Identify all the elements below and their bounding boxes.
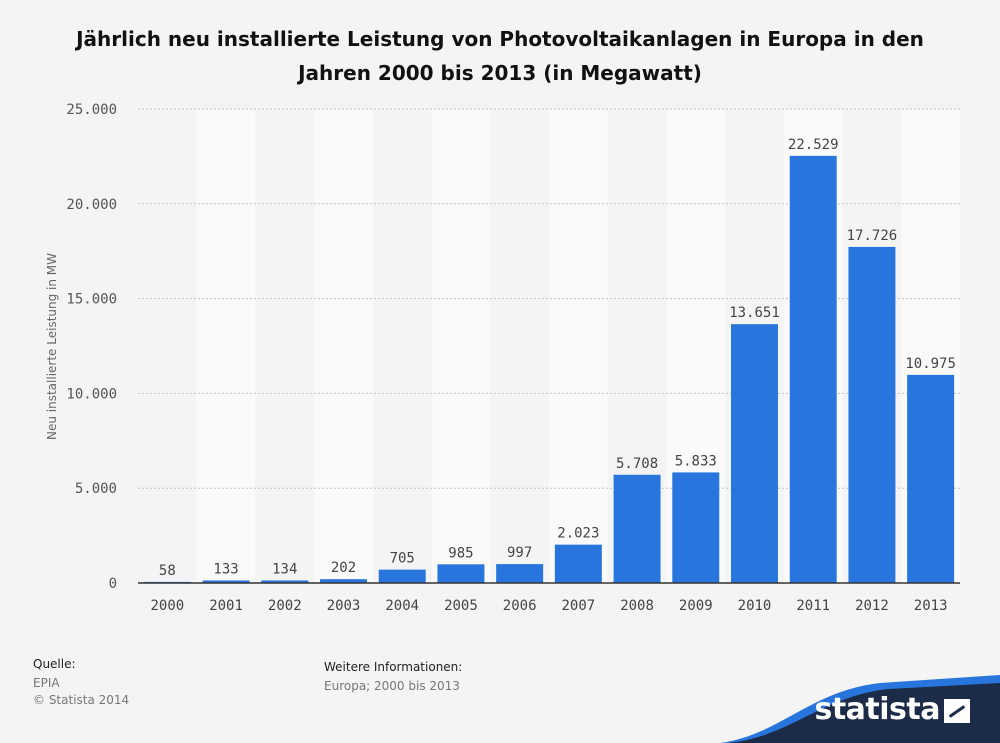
y-tick-label: 0 bbox=[109, 576, 117, 592]
y-tick-label: 15.000 bbox=[66, 292, 117, 308]
bar-2007 bbox=[554, 544, 602, 583]
info-heading: Weitere Informationen: bbox=[324, 660, 463, 674]
bar-2009 bbox=[672, 472, 720, 583]
bar-2010 bbox=[731, 324, 778, 583]
data-label-2000: 58 bbox=[159, 563, 176, 579]
data-label-2009: 5.833 bbox=[675, 453, 717, 469]
x-tick-label-2012: 2012 bbox=[855, 598, 889, 614]
y-tick-label: 10.000 bbox=[66, 386, 117, 402]
chart-title: Jährlich neu installierte Leistung von P… bbox=[60, 22, 940, 90]
data-label-2011: 22.529 bbox=[788, 137, 839, 153]
x-tick-label-2013: 2013 bbox=[914, 598, 948, 614]
data-label-2012: 17.726 bbox=[847, 228, 898, 244]
x-tick-label-2009: 2009 bbox=[679, 598, 713, 614]
y-tick-label: 25.000 bbox=[66, 102, 117, 118]
bar-2002 bbox=[261, 580, 309, 583]
data-label-2008: 5.708 bbox=[616, 456, 658, 472]
y-tick-label: 20.000 bbox=[66, 197, 117, 213]
y-tick-label: 5.000 bbox=[75, 481, 117, 497]
x-tick-label-2003: 2003 bbox=[327, 598, 361, 614]
column-band bbox=[314, 109, 373, 583]
data-label-2003: 202 bbox=[331, 560, 356, 576]
x-tick-label-2002: 2002 bbox=[268, 598, 302, 614]
x-tick-label-2011: 2011 bbox=[796, 598, 830, 614]
logo-swoosh bbox=[720, 675, 1000, 743]
data-label-2002: 134 bbox=[272, 561, 297, 577]
bar-2008 bbox=[613, 474, 661, 583]
statista-logo-area[interactable]: statista bbox=[720, 673, 1000, 743]
x-tick-label-2010: 2010 bbox=[738, 598, 772, 614]
x-tick-label-2005: 2005 bbox=[444, 598, 478, 614]
data-label-2004: 705 bbox=[390, 551, 415, 567]
data-label-2001: 133 bbox=[213, 561, 238, 577]
x-tick-label-2008: 2008 bbox=[620, 598, 654, 614]
data-label-2013: 10.975 bbox=[905, 356, 956, 372]
bar-2001 bbox=[202, 580, 250, 583]
info-value: Europa; 2000 bis 2013 bbox=[324, 679, 460, 693]
column-band bbox=[196, 109, 256, 583]
statista-logo-icon bbox=[944, 699, 970, 723]
bar-2006 bbox=[496, 564, 544, 583]
column-band bbox=[549, 109, 608, 583]
bar-2005 bbox=[437, 564, 485, 583]
bar-2011 bbox=[789, 155, 837, 583]
y-axis-label: Neu installierte Leistung in MW bbox=[45, 252, 59, 440]
x-tick-label-2004: 2004 bbox=[385, 598, 419, 614]
bar-2003 bbox=[320, 579, 367, 583]
statista-logo-text: statista bbox=[814, 692, 940, 727]
x-tick-label-2000: 2000 bbox=[150, 598, 184, 614]
chart-title-line-1: Jährlich neu installierte Leistung von P… bbox=[76, 27, 924, 51]
info-block: Weitere Informationen: Europa; 2000 bis … bbox=[324, 660, 462, 695]
x-tick-label-2001: 2001 bbox=[209, 598, 243, 614]
bar-2004 bbox=[378, 569, 426, 583]
data-label-2005: 985 bbox=[448, 545, 473, 561]
data-label-2006: 997 bbox=[507, 545, 532, 561]
source-line-copyright: © Statista 2014 bbox=[33, 693, 130, 707]
x-tick-label-2006: 2006 bbox=[503, 598, 537, 614]
bar-2012 bbox=[848, 246, 896, 583]
source-block: Quelle: EPIA © Statista 2014 bbox=[33, 657, 129, 709]
column-band bbox=[431, 109, 491, 583]
bar-2013 bbox=[907, 374, 955, 583]
source-heading: Quelle: bbox=[33, 657, 76, 671]
data-label-2007: 2.023 bbox=[557, 526, 599, 542]
data-label-2010: 13.651 bbox=[729, 305, 780, 321]
source-line-epia: EPIA bbox=[33, 676, 60, 690]
x-tick-label-2007: 2007 bbox=[561, 598, 595, 614]
chart-title-line-2: Jahren 2000 bis 2013 (in Megawatt) bbox=[298, 61, 702, 85]
